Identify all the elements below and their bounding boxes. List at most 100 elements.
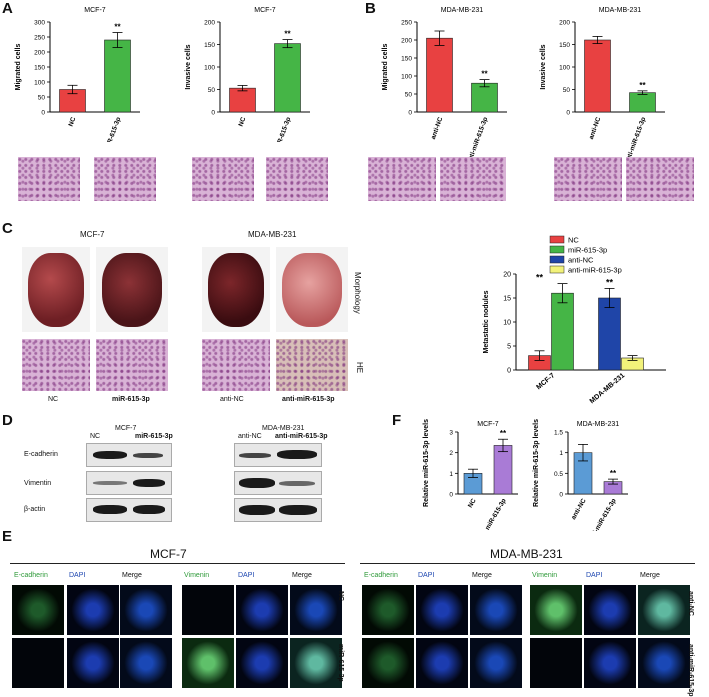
transwell-image-a-mir-invasive	[266, 157, 328, 201]
if-image-mda-r0-c3	[530, 585, 582, 635]
panel-letter-a: A	[2, 0, 13, 17]
e-row-label-mcf-1: miR-615-3p	[337, 644, 344, 682]
chart-c-significance: **	[606, 277, 614, 287]
chart-c-ytick-label: 5	[507, 344, 511, 351]
d-lane-mir: miR-615-3p	[135, 433, 173, 440]
chart-a-migrated: MCF-7 Migrated cells 0 50 100 150 200 250 300 NC *…	[15, 7, 140, 142]
chart-a1-bar	[104, 39, 131, 113]
e-col-label-mda-1: DAPI	[418, 572, 435, 579]
transwell-image-a-mir-migrated	[94, 157, 156, 201]
blot-mda-vimentin	[234, 471, 322, 495]
chart-a1-ytick-label: 250	[34, 35, 45, 42]
if-image-mcf-r0-c5	[290, 585, 342, 635]
if-image-mda-r0-c5	[638, 585, 690, 635]
c-label-anti-nc: anti-NC	[220, 396, 244, 403]
chart-a1-ylabel: Migrated cells	[15, 44, 22, 91]
chart-c-xtick-label: MDA-MB-231	[589, 372, 627, 405]
blot-mda-ecadherin	[234, 443, 322, 467]
blot-mcf7-bactin	[86, 498, 172, 522]
c-title-mda: MDA-MB-231	[248, 230, 297, 239]
e-col-label-mda-3: Vimenin	[532, 572, 558, 579]
chart-a2-xtick-label: NC	[238, 116, 248, 128]
e-col-label-mda-5: Merge	[640, 572, 660, 579]
transwell-image-b-antimir-invasive	[626, 157, 694, 201]
if-image-mda-r1-c3	[530, 638, 582, 688]
chart-f-mcf7: MCF-7 Relative miR-615-3p levels 0 1 2 3 NC ** m…	[423, 419, 518, 531]
d-lane-anti-mir: anti-miR-615-3p	[275, 433, 328, 440]
chart-b-migrated: MDA-MB-231 Migrated cells 0 50 100 150 200 250 a…	[382, 7, 507, 162]
chart-b1-bar	[426, 37, 453, 113]
chart-a2-ytick-label: 50	[208, 87, 216, 94]
e-title-mda: MDA-MB-231	[490, 547, 563, 561]
if-image-mcf-r0-c4	[236, 585, 288, 635]
blot-mda-bactin	[234, 498, 322, 522]
chart-f1-significance: **	[500, 429, 507, 438]
chart-f2-xtick-label: anti-miR-615-3p	[587, 497, 617, 531]
if-image-mda-r0-c1	[416, 585, 468, 635]
he-image-anti-nc	[202, 339, 270, 391]
if-image-mda-r0-c0	[362, 585, 414, 635]
legend-swatch	[549, 235, 565, 244]
chart-b2-ytick-label: 50	[563, 87, 571, 94]
if-image-mcf-r0-c2	[120, 585, 172, 635]
chart-b1-ylabel: Migrated cells	[382, 44, 389, 91]
chart-c-bar	[551, 292, 574, 371]
chart-b1-xtick-label: anti-NC	[430, 116, 445, 140]
e-col-label-mcf-0: E-cadherin	[14, 572, 48, 579]
c-title-mcf7: MCF-7	[80, 230, 105, 239]
chart-c-xtick-label: MCF-7	[535, 372, 556, 391]
chart-f1-xtick-label: NC	[467, 497, 478, 509]
transwell-image-b-antimir-migrated	[440, 157, 506, 201]
transwell-image-b-antinc-migrated	[368, 157, 436, 201]
chart-b1-ytick-label: 200	[401, 38, 412, 45]
if-image-mda-r1-c4	[584, 638, 636, 688]
if-image-mda-r1-c5	[638, 638, 690, 688]
chart-b1-ytick-label: 250	[401, 20, 412, 27]
if-image-mcf-r1-c2	[120, 638, 172, 688]
chart-b2-xtick-label: anti-NC	[588, 116, 603, 140]
chart-a1-ytick-label: 50	[38, 95, 46, 102]
chart-a2-significance: **	[284, 30, 291, 39]
legend-swatch	[549, 255, 565, 264]
if-image-mcf-r1-c5	[290, 638, 342, 688]
chart-f1-ytick-label: 1	[449, 471, 453, 478]
chart-f2-xtick-label: anti-NC	[570, 497, 588, 521]
if-image-mda-r1-c2	[470, 638, 522, 688]
blot-mcf7-ecadherin	[86, 443, 172, 467]
e-col-label-mcf-4: DAPI	[238, 572, 255, 579]
chart-a1-ytick-label: 300	[34, 20, 45, 27]
chart-b2-significance: **	[639, 81, 646, 90]
chart-f2-ytick-label: 1	[559, 450, 563, 457]
transwell-image-a-nc-invasive	[192, 157, 254, 201]
chart-a2-ytick-label: 100	[204, 65, 215, 72]
chart-f1-ytick-label: 0	[449, 492, 453, 499]
chart-b2-bar	[584, 39, 611, 113]
side-label-he: HE	[355, 362, 364, 374]
chart-b1-ytick-label: 150	[401, 56, 412, 63]
chart-a2-ytick-label: 200	[204, 20, 215, 27]
chart-f2-ylabel: Relative miR-615-3p levels	[533, 419, 540, 507]
he-image-nc	[22, 339, 90, 391]
panel-letter-d: D	[2, 412, 13, 429]
he-image-anti-mir	[276, 339, 348, 391]
if-image-mcf-r1-c3	[182, 638, 234, 688]
chart-a1-ytick-label: 150	[34, 65, 45, 72]
blot-mcf7-vimentin	[86, 471, 172, 495]
chart-b1-xtick-label: anti-miR-615-3p	[466, 116, 489, 162]
chart-a2-xtick-label: miR-615-3p	[274, 116, 293, 142]
chart-f-mda: MDA-MB-231 Relative miR-615-3p levels 0 0.5…	[533, 419, 628, 531]
c-label-nc: NC	[48, 396, 59, 403]
panel-letter-e: E	[2, 528, 13, 545]
e-title-mcf7: MCF-7	[150, 547, 187, 561]
transwell-image-a-nc-migrated	[18, 157, 80, 201]
chart-b2-ytick-label: 0	[566, 110, 570, 117]
chart-f2-ytick-label: 1.5	[554, 430, 563, 437]
if-image-mda-r1-c0	[362, 638, 414, 688]
if-image-mcf-r1-c0	[12, 638, 64, 688]
panel-letter-c: C	[2, 220, 13, 237]
if-image-mcf-r0-c0	[12, 585, 64, 635]
he-image-mir	[96, 339, 168, 391]
chart-b1-title: MDA-MB-231	[441, 7, 484, 14]
legend-swatch	[549, 265, 565, 274]
e-row-label-mda-0: anti-NC	[687, 591, 694, 616]
